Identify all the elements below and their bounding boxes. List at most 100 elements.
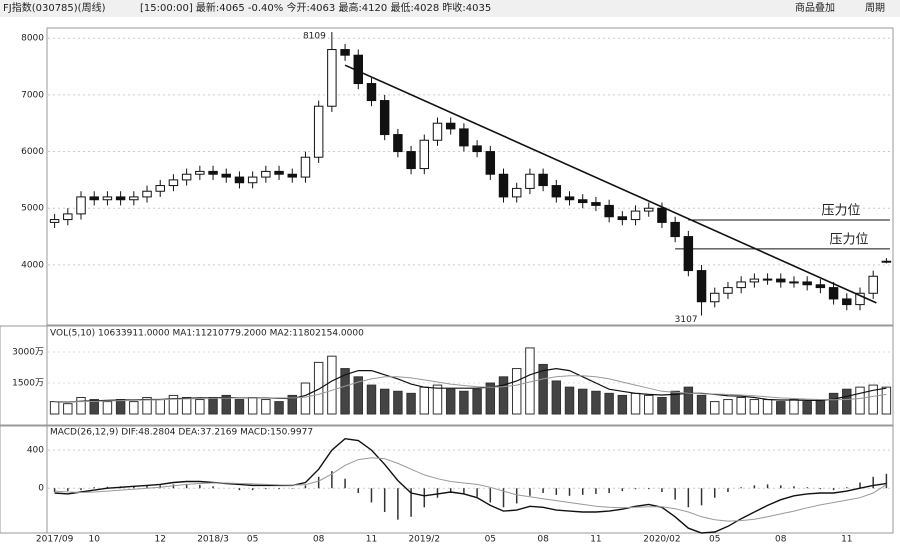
volume-bar xyxy=(828,392,839,415)
y-tick-label: 5000 xyxy=(21,204,44,214)
candle-body xyxy=(855,292,865,306)
y-tick-label: 8000 xyxy=(21,34,44,44)
candle-body xyxy=(657,207,667,223)
volume-bar xyxy=(274,401,284,415)
volume-bar xyxy=(261,399,271,415)
volume-bar xyxy=(670,390,680,415)
candle-body xyxy=(287,173,297,178)
y-tick-label: 1500万 xyxy=(12,379,44,389)
volume-bar xyxy=(168,394,179,415)
candle-body xyxy=(828,287,839,300)
dea-line xyxy=(54,457,887,522)
volume-bar xyxy=(696,394,707,415)
volume-bar xyxy=(195,399,205,415)
volume-bar xyxy=(498,376,509,415)
volume-bar xyxy=(142,396,152,415)
candle-body xyxy=(234,176,245,184)
candle-body xyxy=(802,281,812,286)
x-tick-label: 05 xyxy=(709,535,720,544)
volume-bar xyxy=(802,401,812,415)
candle-body xyxy=(195,170,205,175)
volume-bar xyxy=(630,392,641,415)
x-tick-label: 05 xyxy=(485,535,496,544)
trough-label: 3107 xyxy=(675,315,698,325)
volume-bar xyxy=(723,399,733,415)
x-tick-label: 10 xyxy=(88,535,100,544)
volume-bar xyxy=(564,386,575,415)
y-tick-label: 400 xyxy=(27,446,44,456)
candle-body xyxy=(129,196,139,201)
candle-body xyxy=(115,196,126,201)
candle-body xyxy=(327,49,337,107)
candle-body xyxy=(445,122,456,130)
volume-bar xyxy=(432,384,443,415)
candle-body xyxy=(591,202,601,206)
candle-body xyxy=(538,173,548,187)
x-tick-label: 11 xyxy=(590,535,601,544)
candle-body xyxy=(881,260,892,263)
volume-bar xyxy=(459,390,469,415)
volume-bar xyxy=(327,355,337,415)
candle-body xyxy=(564,196,575,201)
y-tick-label: 7000 xyxy=(21,90,44,100)
volume-bar xyxy=(379,388,390,415)
candle-body xyxy=(868,275,878,294)
candle-body xyxy=(789,281,799,284)
volume-bar xyxy=(881,386,892,415)
volume-bar xyxy=(353,376,363,415)
overlay-button[interactable]: 商品叠加 xyxy=(795,1,835,14)
candle-body xyxy=(736,281,746,289)
volume-bar xyxy=(657,396,667,415)
volume-bar xyxy=(749,399,760,415)
volume-bar xyxy=(340,368,350,415)
candle-body xyxy=(300,156,311,178)
volume-bar xyxy=(406,392,416,415)
volume-bar xyxy=(234,399,245,415)
volume-bar xyxy=(710,401,720,415)
volume-bar xyxy=(868,384,878,415)
candle-body xyxy=(49,219,60,223)
volume-bar xyxy=(789,399,799,415)
volume-bar xyxy=(208,396,218,415)
candle-body xyxy=(366,83,377,102)
volume-bar xyxy=(313,361,324,415)
candle-body xyxy=(696,270,707,303)
price-panel xyxy=(46,27,894,326)
period-button[interactable]: 周期 xyxy=(865,2,885,14)
candle-body xyxy=(498,173,509,198)
volume-bar xyxy=(472,388,482,415)
dif-line xyxy=(54,437,887,534)
macd-panel xyxy=(0,425,894,534)
candle-body xyxy=(630,210,641,221)
resistance-label: 压力位 xyxy=(821,203,860,218)
candle-body xyxy=(313,105,324,158)
candle-body xyxy=(221,173,231,178)
volume-bar xyxy=(49,401,60,415)
volume-bar xyxy=(485,382,496,415)
volume-bar xyxy=(221,394,231,415)
security-title: FJ指数(030785)(周线) xyxy=(3,1,106,14)
candle-body xyxy=(710,292,720,303)
candle-body xyxy=(762,278,773,281)
volume-bar xyxy=(366,384,377,415)
y-tick-label: 3000万 xyxy=(12,348,44,358)
candle-body xyxy=(89,196,99,201)
x-tick-label: 2018/3 xyxy=(197,535,229,544)
volume-bar xyxy=(155,399,165,415)
volume-bar xyxy=(300,382,311,415)
candle-body xyxy=(208,170,218,175)
volume-bar xyxy=(393,390,403,415)
trendline xyxy=(344,64,877,304)
x-tick-label: 08 xyxy=(537,535,549,544)
candle-body xyxy=(776,278,786,283)
candle-body xyxy=(63,213,73,221)
x-tick-label: 11 xyxy=(841,535,852,544)
y-tick-label: 4000 xyxy=(21,260,44,270)
candle-body xyxy=(617,216,628,221)
x-tick-label: 11 xyxy=(366,535,377,544)
volume-bar xyxy=(129,401,139,415)
volume-bar xyxy=(617,394,628,415)
volume-bar xyxy=(842,388,852,415)
volume-bar xyxy=(815,399,826,415)
volume-bar xyxy=(683,386,694,415)
